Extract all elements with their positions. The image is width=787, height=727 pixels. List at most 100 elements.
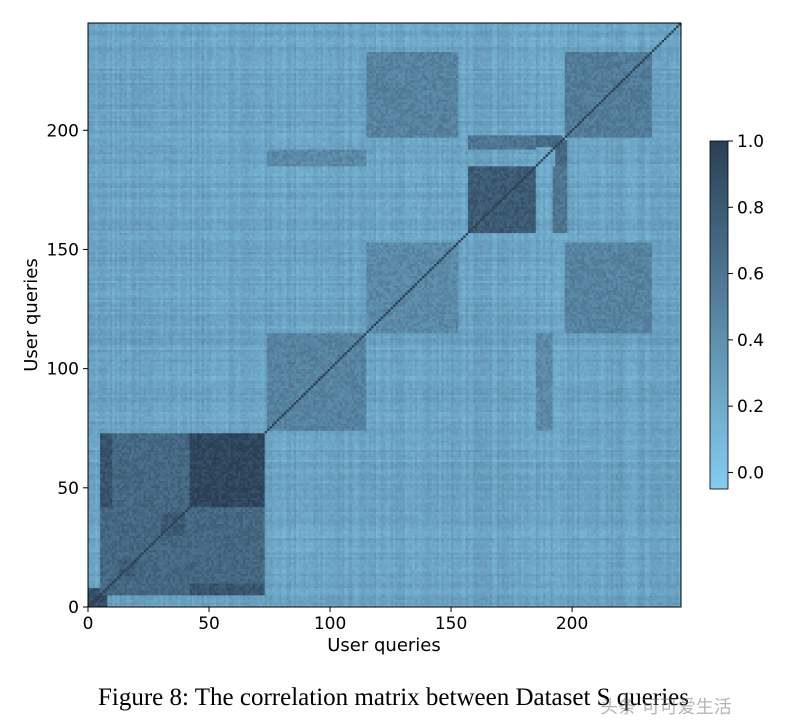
heatmap-cell [95,123,98,126]
heatmap-cell [93,311,96,314]
heatmap-cell [90,137,93,140]
heatmap-cell [93,166,96,169]
heatmap-cell [105,519,108,522]
heatmap-cell [100,102,103,105]
heatmap-cell [95,61,98,64]
heatmap-cell [93,300,96,303]
heatmap-cell [95,464,98,467]
heatmap-cell [98,388,101,391]
heatmap-cell [103,66,106,69]
heatmap-cell [95,185,98,188]
heatmap-cell [103,154,106,157]
heatmap-cell [93,488,96,491]
heatmap-cell [103,407,106,410]
heatmap-cell [90,319,93,322]
heatmap-cell [100,288,103,291]
heatmap-cell [100,218,103,221]
heatmap-cell [93,533,96,536]
heatmap-cell [93,538,96,541]
heatmap-cell [103,528,106,531]
heatmap-cell [93,78,96,81]
heatmap-cell [95,309,98,312]
heatmap-cell [95,192,98,195]
heatmap-cell [90,545,93,548]
heatmap-cell [93,474,96,477]
heatmap-cell [98,407,101,410]
heatmap-cell [98,145,101,148]
heatmap-cell [95,559,98,562]
heatmap-cell [95,152,98,155]
heatmap-cell [95,261,98,264]
heatmap-cell [95,252,98,255]
heatmap-cell [93,56,96,59]
heatmap-cell [95,276,98,279]
heatmap-cell [95,602,98,605]
heatmap-cell [95,505,98,508]
heatmap-cell [98,559,101,562]
heatmap-cell [100,326,103,329]
heatmap-cell [103,180,106,183]
heatmap-cell [98,423,101,426]
heatmap-cell [100,404,103,407]
heatmap-cell [93,109,96,112]
heatmap-cell [90,273,93,276]
heatmap-cell [93,540,96,543]
heatmap-cell [90,97,93,100]
heatmap-cell [90,168,93,171]
heatmap-cell [100,128,103,131]
heatmap-cell [95,156,98,159]
heatmap-cell [98,361,101,364]
heatmap-cell [90,128,93,131]
heatmap-cell [100,121,103,124]
heatmap-cell [103,185,106,188]
heatmap-cell [90,431,93,434]
heatmap-cell [93,583,96,586]
heatmap-cell [93,147,96,150]
heatmap-cell [93,471,96,474]
heatmap-cell [90,185,93,188]
heatmap-cell [100,583,103,586]
heatmap-cell [93,376,96,379]
heatmap-cell [95,571,98,574]
heatmap-cell [90,254,93,257]
heatmap-cell [103,40,106,43]
heatmap-cell [100,273,103,276]
heatmap-cell [103,285,106,288]
heatmap-cell [100,214,103,217]
heatmap-cell [103,288,106,291]
heatmap-cell [103,526,106,529]
heatmap-cell [95,176,98,179]
heatmap-cell [100,566,103,569]
heatmap-cell [98,493,101,496]
heatmap-cell [90,483,93,486]
heatmap-cell [103,216,106,219]
heatmap-cell [100,569,103,572]
heatmap-cell [95,340,98,343]
heatmap-cell [95,288,98,291]
heatmap-cell [98,352,101,355]
heatmap-cell [100,75,103,78]
heatmap-cell [103,342,106,345]
heatmap-cell [103,550,106,553]
heatmap-cell [98,557,101,560]
heatmap-cell [103,171,106,174]
heatmap-cell [105,545,108,548]
heatmap-cell [90,378,93,381]
heatmap-cell [93,505,96,508]
heatmap-cell [100,245,103,248]
heatmap-cell [103,454,106,457]
heatmap-cell [93,73,96,76]
heatmap-cell [100,478,103,481]
heatmap-cell [95,83,98,86]
heatmap-cell [103,302,106,305]
heatmap-cell [93,440,96,443]
heatmap-cell [90,173,93,176]
heatmap-cell [103,178,106,181]
heatmap-cell [93,28,96,31]
heatmap-cell [93,290,96,293]
heatmap-cell [98,383,101,386]
heatmap-cell [98,581,101,584]
heatmap-cell [100,390,103,393]
heatmap-cell [95,202,98,205]
heatmap-cell [103,347,106,350]
